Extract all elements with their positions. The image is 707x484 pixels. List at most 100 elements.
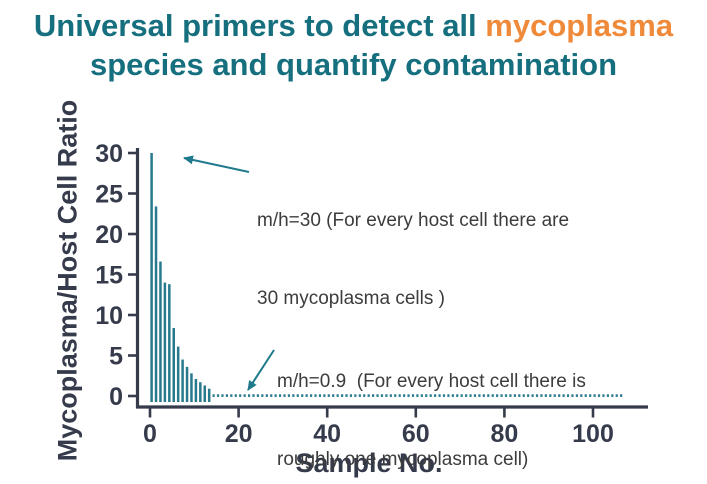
tail-dot-sample-43 [336,394,339,397]
tail-dot-sample-90 [544,394,547,397]
tail-dot-sample-49 [363,394,366,397]
tail-dot-sample-94 [562,394,565,397]
slide-title: Universal primers to detect all mycoplas… [0,6,707,84]
tail-dot-sample-79 [496,394,499,397]
x-tick-label-0: 0 [143,420,157,448]
tail-dot-sample-65 [434,394,437,397]
bar-sample-2 [154,206,158,402]
tail-dot-sample-67 [442,394,446,397]
tail-dot-sample-47 [354,394,357,397]
tail-dot-sample-38 [314,394,317,397]
tail-dot-sample-82 [509,394,512,397]
tail-dot-sample-86 [527,394,530,397]
y-tick-label-15: 15 [95,262,123,290]
x-axis-ticks: 0 20 40 60 80 100 [143,408,614,448]
x-tick-label-40: 40 [313,420,341,448]
bar-sample-5 [168,284,171,402]
tail-dot-sample-53 [380,394,384,397]
y-tick-label-25: 25 [95,181,123,209]
title-segment-orange: mycoplasma [485,8,674,43]
tail-dot-sample-16 [216,394,220,397]
baseline-dotted-tail [212,394,623,397]
tail-dot-sample-31 [283,394,286,397]
tail-dot-sample-23 [247,394,251,397]
tail-dot-sample-84 [518,394,521,397]
tail-dot-sample-83 [513,394,516,397]
tail-dot-sample-25 [256,394,260,397]
bar-sample-9 [185,366,189,402]
bars-group [150,153,211,402]
tail-dot-sample-30 [278,394,282,397]
y-tick-label-30: 30 [95,140,123,168]
annotation-mh09-line1: m/h=0.9 (For every host cell there is [277,371,586,392]
bar-sample-12 [199,382,202,402]
tail-dot-sample-44 [340,394,344,397]
tail-dot-sample-35 [301,394,304,397]
tail-dot-sample-96 [571,394,574,397]
tail-dot-sample-52 [376,394,379,397]
tail-dot-sample-99 [584,394,587,397]
tail-dot-sample-70 [456,394,459,397]
tail-dot-sample-102 [597,394,601,397]
annotation-mh09: m/h=0.9 (For every host cell there is ro… [277,317,586,484]
y-axis-ticks: 0 5 10 15 20 25 30 [95,140,137,411]
bar-sample-14 [207,388,211,402]
tail-dot-sample-106 [615,394,618,397]
annotation-mh30-line2: 30 mycoplasma cells ) [257,288,445,309]
tail-dot-sample-78 [491,394,494,397]
bar-sample-11 [194,378,198,402]
annotation-mh30: m/h=30 (For every host cell there are 30… [257,156,569,364]
tail-dot-sample-50 [367,394,370,397]
tail-dot-sample-64 [429,394,432,397]
tail-dot-sample-36 [305,394,308,397]
title-segment-teal-2: species and quantify contamination [89,47,618,82]
tail-dot-sample-101 [593,394,596,397]
tail-dot-sample-91 [549,394,552,397]
tail-dot-sample-93 [558,394,561,397]
tail-dot-sample-41 [327,394,330,397]
bar-sample-3 [159,261,162,402]
x-tick-label-20: 20 [225,420,253,448]
tail-dot-sample-60 [411,394,415,397]
annotation-mh30-line1: m/h=30 (For every host cell there are [257,210,570,231]
tail-dot-sample-32 [287,394,291,397]
tail-dot-sample-39 [318,394,322,397]
y-tick-label-20: 20 [95,221,123,249]
tail-dot-sample-57 [398,394,401,397]
tail-dot-sample-100 [589,394,592,397]
tail-dot-sample-95 [566,394,570,397]
tail-dot-sample-15 [212,394,215,397]
tail-dot-sample-24 [252,394,255,397]
tail-dot-sample-92 [553,394,556,397]
bar-sample-13 [203,385,207,402]
tail-dot-sample-54 [385,394,388,397]
tail-dot-sample-58 [403,394,406,397]
tail-dot-sample-62 [420,394,423,397]
tail-dot-sample-68 [447,394,450,397]
bar-sample-10 [190,373,193,402]
tail-dot-sample-71 [460,394,463,397]
x-tick-label-60: 60 [402,420,430,448]
tail-dot-sample-98 [580,394,583,397]
tail-dot-sample-29 [274,394,277,397]
tail-dot-sample-88 [535,394,539,397]
tail-dot-sample-37 [309,394,313,397]
tail-dot-sample-76 [482,394,485,397]
arrow-to-first-bar [183,155,250,173]
tail-dot-sample-40 [323,394,326,397]
tail-dot-sample-72 [465,394,468,397]
tail-dot-sample-21 [239,394,242,397]
x-tick-label-100: 100 [572,420,614,448]
y-axis-title: Mycoplasma/Host Cell Ratio [52,99,83,462]
tail-dot-sample-33 [292,394,295,397]
tail-dot-sample-107 [620,394,623,397]
tail-dot-sample-18 [225,394,229,397]
y-tick-label-10: 10 [95,302,123,330]
y-tick-label-0: 0 [109,383,123,411]
tail-dot-sample-69 [451,394,454,397]
tail-dot-sample-42 [332,394,335,397]
bar-sample-4 [163,282,167,402]
tail-dot-sample-51 [372,394,375,397]
